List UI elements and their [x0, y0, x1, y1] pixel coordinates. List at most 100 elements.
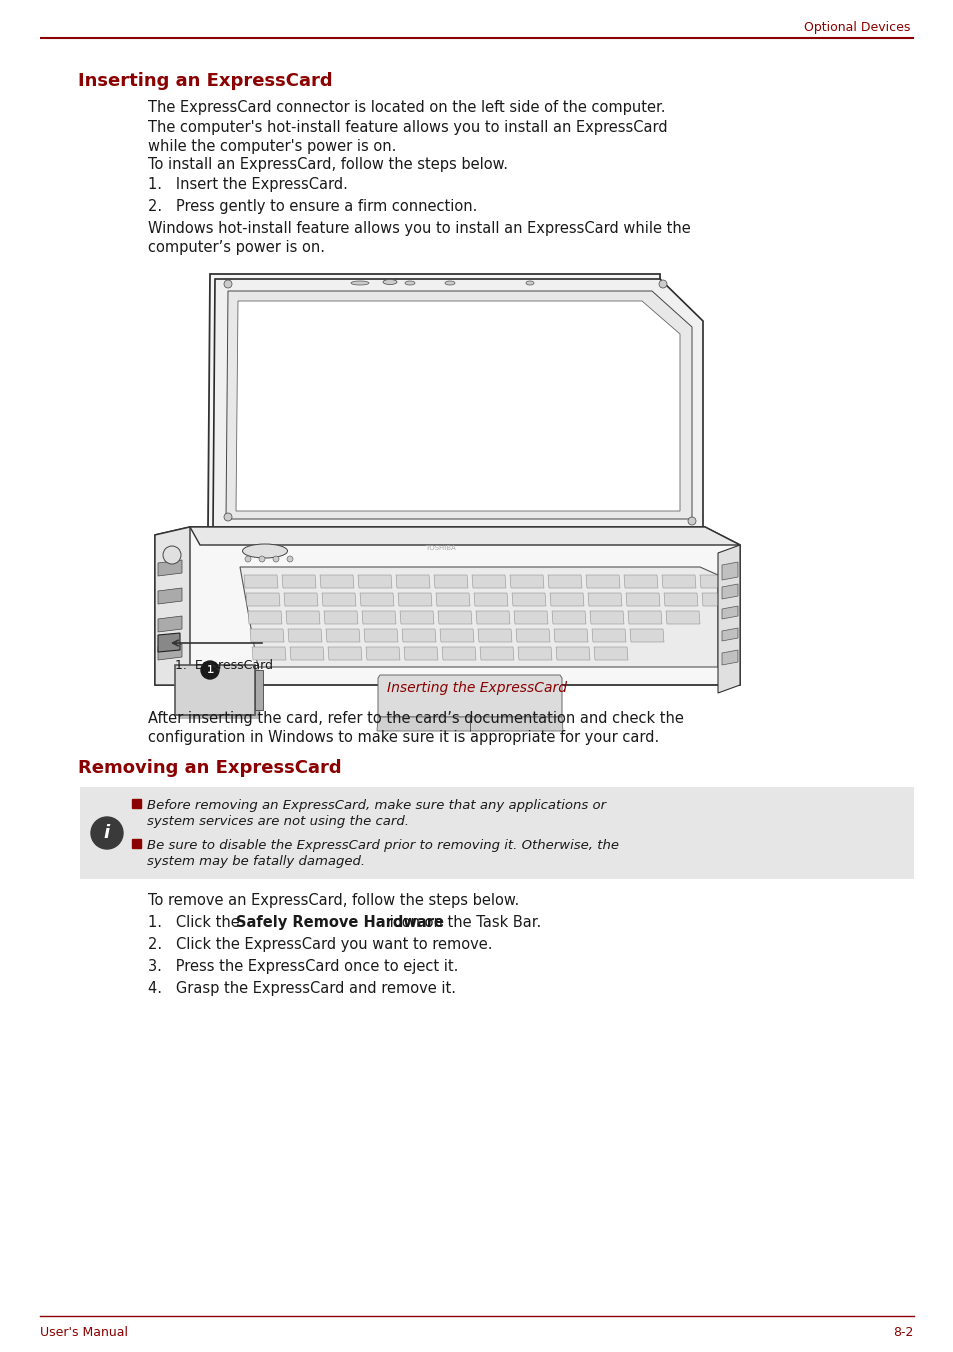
Text: Optional Devices: Optional Devices — [802, 22, 909, 35]
Polygon shape — [226, 291, 691, 519]
Bar — [80, 787, 913, 879]
Ellipse shape — [351, 281, 369, 285]
Polygon shape — [319, 575, 354, 588]
Polygon shape — [290, 648, 324, 660]
Text: 2.   Press gently to ensure a firm connection.: 2. Press gently to ensure a firm connect… — [148, 199, 476, 214]
Text: 1.  ExpressCard: 1. ExpressCard — [174, 658, 273, 672]
Polygon shape — [721, 606, 738, 619]
Polygon shape — [701, 594, 735, 606]
Circle shape — [245, 556, 251, 562]
Polygon shape — [474, 594, 507, 606]
Circle shape — [258, 556, 265, 562]
Polygon shape — [661, 575, 696, 588]
Polygon shape — [244, 575, 277, 588]
Text: Before removing an ExpressCard, make sure that any applications or
system servic: Before removing an ExpressCard, make sur… — [147, 799, 605, 829]
Text: Safely Remove Hardware: Safely Remove Hardware — [235, 915, 443, 930]
Polygon shape — [700, 575, 733, 588]
Text: Removing an ExpressCard: Removing an ExpressCard — [78, 758, 341, 777]
Polygon shape — [235, 301, 679, 511]
Text: TOSHIBA: TOSHIBA — [424, 545, 455, 552]
Polygon shape — [154, 527, 190, 685]
Polygon shape — [479, 648, 514, 660]
Polygon shape — [250, 629, 284, 642]
Text: 4.   Grasp the ExpressCard and remove it.: 4. Grasp the ExpressCard and remove it. — [148, 982, 456, 996]
Polygon shape — [208, 274, 661, 529]
Polygon shape — [436, 594, 470, 606]
Polygon shape — [284, 594, 317, 606]
Text: icon on the Task Bar.: icon on the Task Bar. — [385, 915, 541, 930]
Polygon shape — [472, 575, 505, 588]
Polygon shape — [357, 575, 392, 588]
Polygon shape — [721, 584, 738, 599]
Ellipse shape — [382, 280, 396, 284]
Ellipse shape — [444, 281, 455, 285]
Text: Windows hot-install feature allows you to install an ExpressCard while the
compu: Windows hot-install feature allows you t… — [148, 220, 690, 256]
Polygon shape — [286, 611, 319, 625]
Polygon shape — [437, 611, 472, 625]
Polygon shape — [359, 594, 394, 606]
Polygon shape — [721, 627, 738, 641]
Polygon shape — [377, 675, 561, 717]
Polygon shape — [512, 594, 545, 606]
Polygon shape — [158, 644, 182, 660]
Polygon shape — [476, 611, 510, 625]
Polygon shape — [254, 671, 263, 710]
Polygon shape — [594, 648, 627, 660]
Bar — [132, 799, 141, 808]
Polygon shape — [516, 629, 550, 642]
Polygon shape — [585, 575, 619, 588]
Ellipse shape — [525, 281, 534, 285]
Polygon shape — [158, 617, 182, 631]
Ellipse shape — [242, 544, 287, 558]
Polygon shape — [246, 594, 280, 606]
Polygon shape — [623, 575, 658, 588]
Polygon shape — [179, 669, 258, 719]
Polygon shape — [328, 648, 361, 660]
Text: i: i — [104, 823, 110, 842]
Polygon shape — [552, 611, 585, 625]
Polygon shape — [514, 611, 547, 625]
Polygon shape — [248, 611, 282, 625]
Text: Inserting an ExpressCard: Inserting an ExpressCard — [78, 72, 333, 91]
Text: To remove an ExpressCard, follow the steps below.: To remove an ExpressCard, follow the ste… — [148, 894, 518, 909]
Polygon shape — [401, 629, 436, 642]
Text: User's Manual: User's Manual — [40, 1326, 128, 1338]
Text: 3.   Press the ExpressCard once to eject it.: 3. Press the ExpressCard once to eject i… — [148, 959, 457, 973]
Polygon shape — [510, 575, 543, 588]
Ellipse shape — [405, 281, 415, 285]
Polygon shape — [554, 629, 587, 642]
Polygon shape — [399, 611, 434, 625]
Polygon shape — [158, 633, 180, 652]
Text: The computer's hot-install feature allows you to install an ExpressCard
while th: The computer's hot-install feature allow… — [148, 120, 667, 154]
Polygon shape — [441, 648, 476, 660]
Polygon shape — [252, 648, 286, 660]
Polygon shape — [174, 665, 254, 715]
Circle shape — [163, 546, 181, 564]
Text: 1.   Insert the ExpressCard.: 1. Insert the ExpressCard. — [148, 177, 348, 192]
Polygon shape — [663, 594, 698, 606]
Circle shape — [224, 512, 232, 521]
Polygon shape — [627, 611, 661, 625]
Polygon shape — [517, 648, 552, 660]
Polygon shape — [213, 279, 702, 529]
Text: Be sure to disable the ExpressCard prior to removing it. Otherwise, the
system m: Be sure to disable the ExpressCard prior… — [147, 840, 618, 868]
Text: 1.   Click the: 1. Click the — [148, 915, 244, 930]
Polygon shape — [158, 560, 182, 576]
Circle shape — [201, 661, 219, 679]
Circle shape — [224, 280, 232, 288]
Polygon shape — [240, 566, 718, 667]
Polygon shape — [592, 629, 625, 642]
Polygon shape — [665, 611, 700, 625]
Polygon shape — [154, 527, 740, 685]
Polygon shape — [550, 594, 583, 606]
Polygon shape — [721, 562, 738, 580]
Polygon shape — [366, 648, 399, 660]
Circle shape — [287, 556, 293, 562]
Polygon shape — [364, 629, 397, 642]
Bar — [132, 840, 141, 848]
Polygon shape — [629, 629, 663, 642]
Polygon shape — [324, 611, 357, 625]
Text: The ExpressCard connector is located on the left side of the computer.: The ExpressCard connector is located on … — [148, 100, 665, 115]
Circle shape — [659, 280, 666, 288]
Polygon shape — [376, 717, 562, 731]
